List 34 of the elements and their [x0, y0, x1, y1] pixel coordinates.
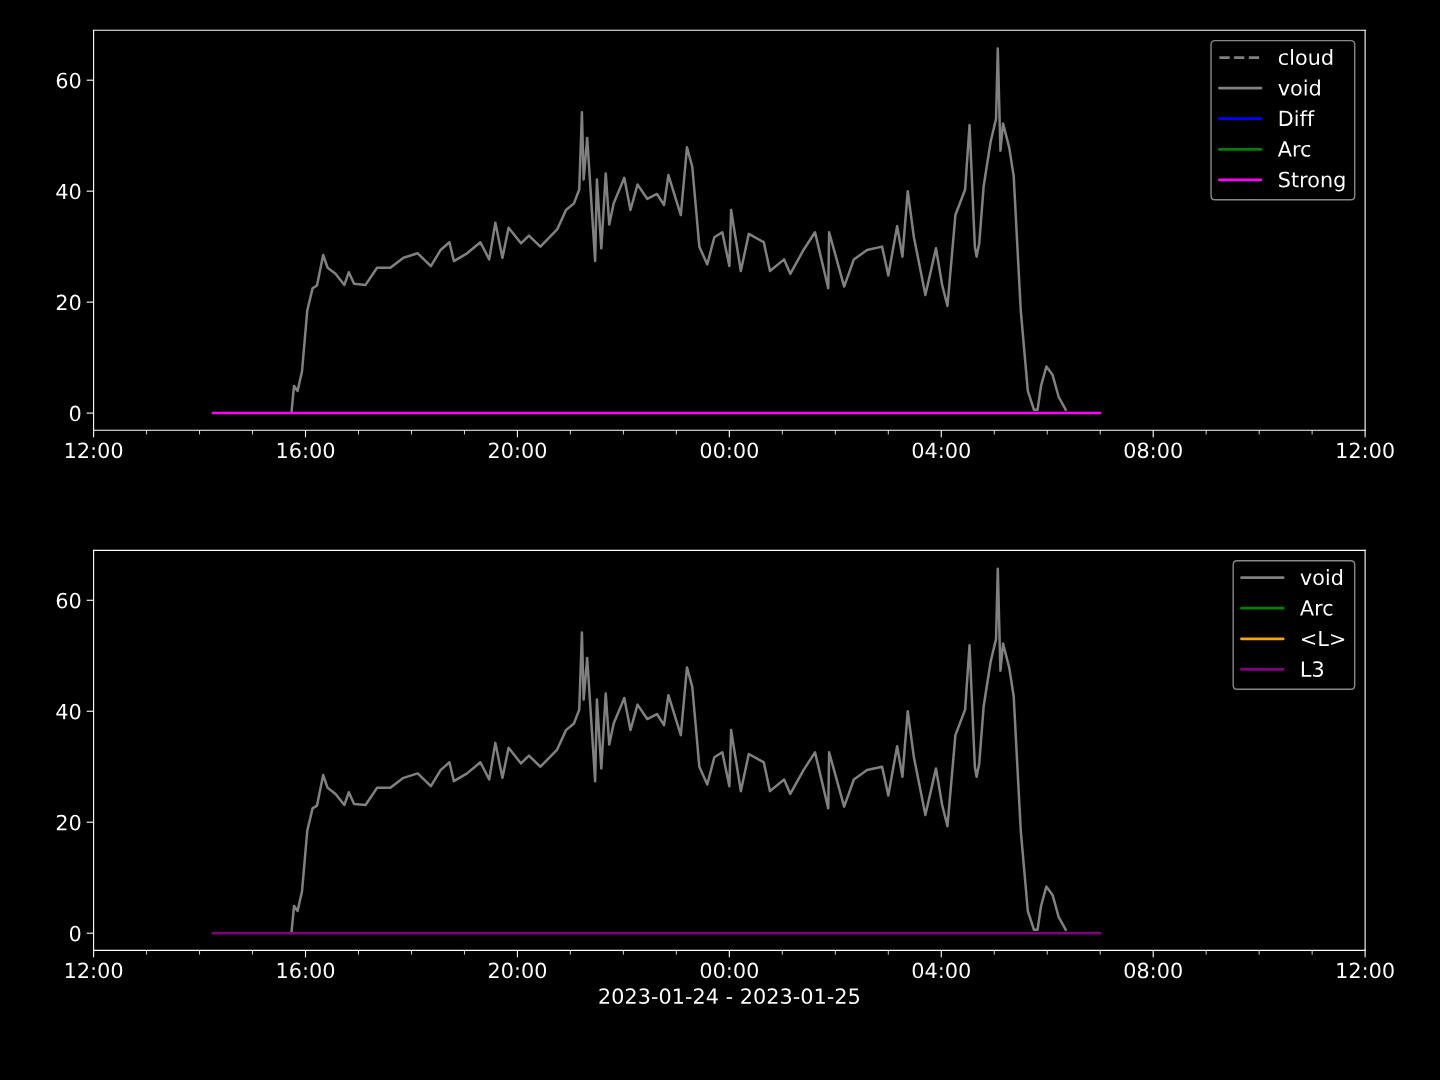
legend-label: void — [1300, 569, 1343, 586]
x-tick-label: 12:00 — [65, 962, 123, 979]
line-series — [290, 47, 1068, 415]
y-tick-label: 40 — [56, 703, 81, 720]
x-tick-label: 08:00 — [1124, 442, 1182, 459]
x-tick-label: 16:00 — [277, 442, 335, 459]
y-tick-label: 0 — [69, 925, 81, 942]
legend-label: cloud — [1278, 48, 1333, 66]
legend-label: Strong — [1279, 171, 1345, 192]
y-tick-label: 60 — [56, 592, 81, 609]
y-tick-label: 60 — [56, 72, 81, 89]
x-tick-label: 20:00 — [488, 442, 547, 459]
x-tick-label: 12:00 — [1337, 442, 1394, 459]
x-tick-label: 04:00 — [912, 442, 970, 459]
x-tick-label: 00:00 — [700, 442, 758, 459]
x-tick-label: 20:00 — [488, 962, 547, 979]
x-axis-title: 2023-01-24 - 2023-01-25 — [599, 988, 859, 1005]
line-series — [290, 567, 1068, 935]
x-tick-label: 08:00 — [1124, 962, 1182, 979]
legend-label: void — [1278, 79, 1320, 96]
legend-label: <L> — [1302, 630, 1345, 647]
legend-label: Arc — [1300, 600, 1333, 616]
x-tick-label: 16:00 — [277, 962, 335, 979]
x-tick-label: 00:00 — [700, 962, 758, 979]
legend-label: Diff — [1279, 110, 1315, 126]
x-tick-label: 12:00 — [65, 442, 123, 459]
y-tick-label: 20 — [56, 294, 81, 311]
x-tick-label: 12:00 — [1337, 962, 1394, 979]
y-tick-label: 40 — [56, 183, 81, 200]
y-tick-label: 20 — [56, 814, 81, 831]
legend-label: L3 — [1301, 661, 1324, 677]
y-tick-label: 0 — [69, 405, 81, 422]
x-tick-label: 04:00 — [912, 962, 970, 979]
legend-label: Arc — [1277, 141, 1311, 157]
